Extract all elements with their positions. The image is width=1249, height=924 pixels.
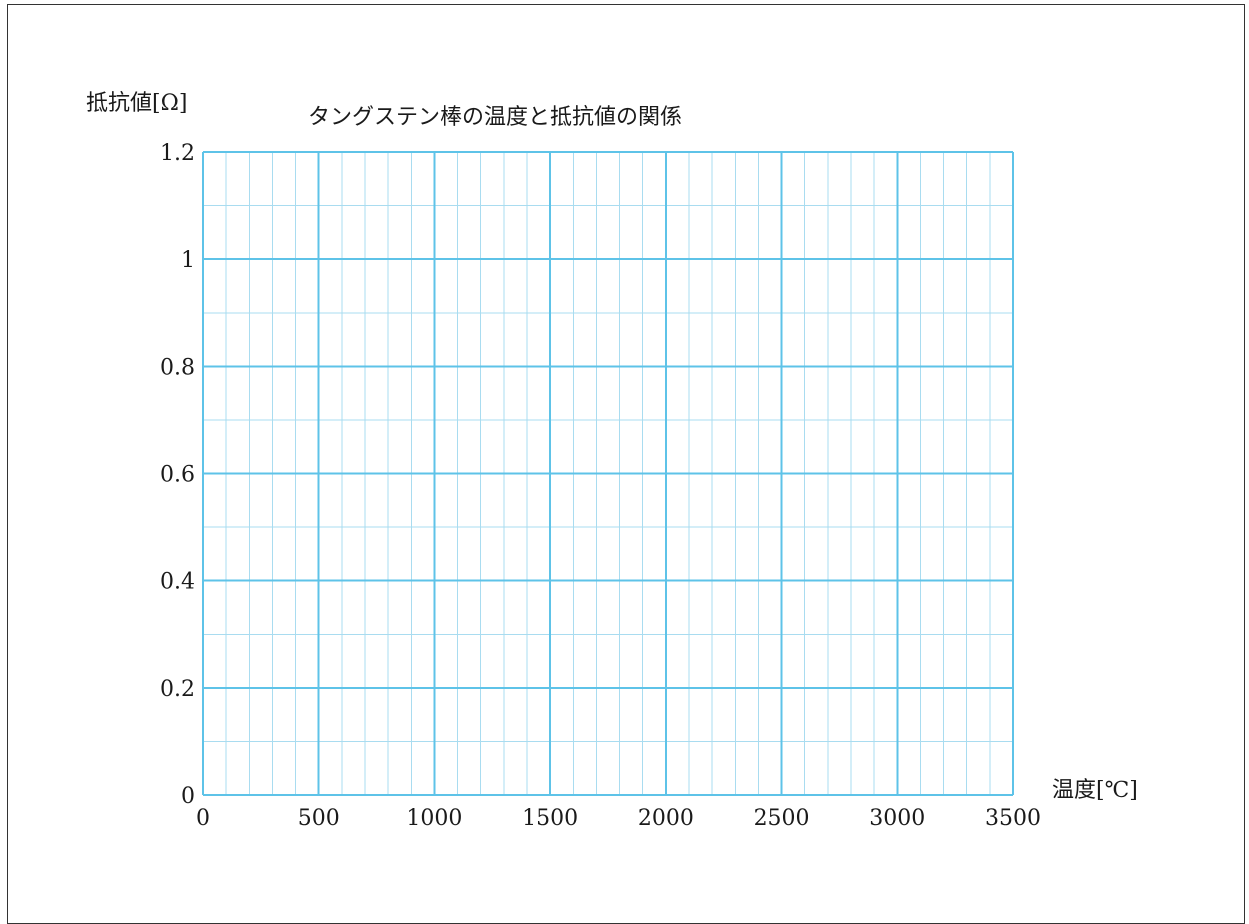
x-tick-label: 3000 [869,806,925,831]
x-axis-ticks: 0 500 1000 1500 2000 2500 3000 3500 [196,806,1041,831]
x-tick-label: 2500 [754,806,810,831]
y-tick-label: 0.8 [160,355,195,380]
x-tick-label: 500 [298,806,340,831]
major-grid [202,151,1014,796]
x-tick-label: 2000 [638,806,694,831]
y-axis-label: 抵抗値[Ω] [86,91,187,116]
y-tick-label: 0 [181,784,195,809]
y-tick-label: 1.2 [160,141,195,166]
x-tick-label: 1500 [522,806,578,831]
y-axis-ticks: 0 0.2 0.4 0.6 0.8 1 1.2 [160,141,195,809]
x-axis-label: 温度[℃] [1052,778,1138,803]
chart-title: タングステン棒の温度と抵抗値の関係 [308,105,682,130]
y-tick-label: 0.2 [160,677,195,702]
y-tick-label: 0.4 [160,570,195,595]
y-tick-label: 0.6 [160,463,195,488]
x-tick-label: 0 [196,806,210,831]
y-tick-label: 1 [181,248,195,273]
x-tick-label: 3500 [985,806,1041,831]
x-tick-label: 1000 [406,806,462,831]
